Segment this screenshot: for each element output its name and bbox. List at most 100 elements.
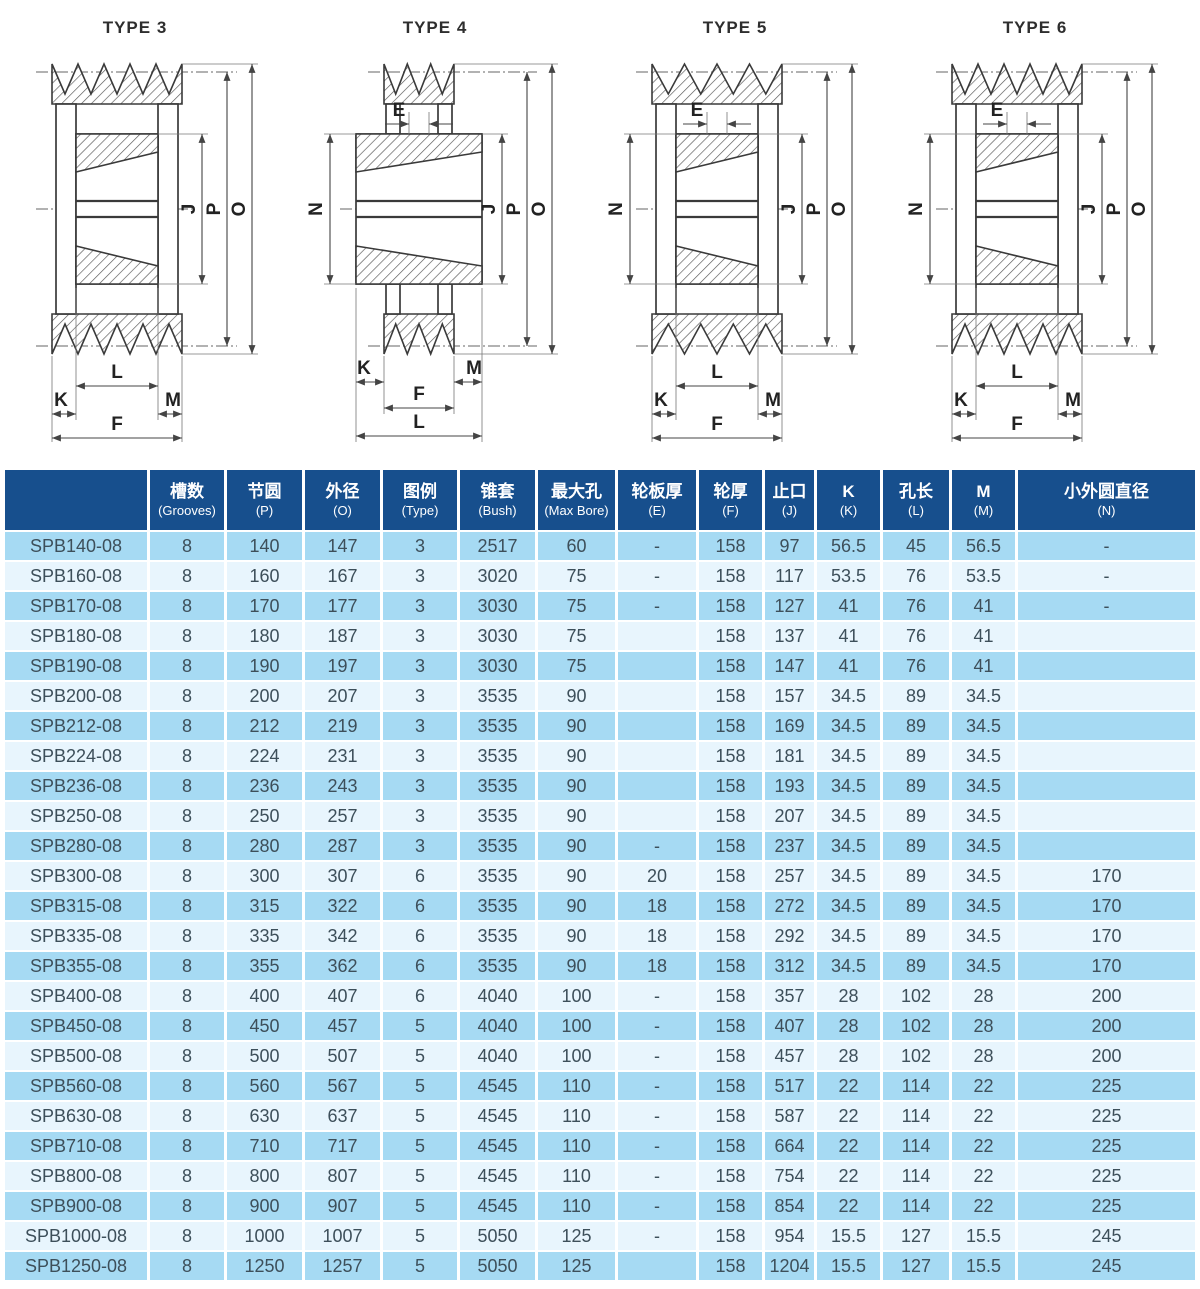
value-cell: 89 [883, 802, 949, 830]
value-cell: 4040 [460, 1012, 535, 1040]
value-cell: 6 [383, 892, 457, 920]
value-cell: 5 [383, 1252, 457, 1280]
value-cell: 257 [765, 862, 814, 890]
header-pitch-p: 节圆 (P) [227, 470, 302, 530]
value-cell: 5 [383, 1072, 457, 1100]
value-cell: 200 [227, 682, 302, 710]
value-cell: 362 [305, 952, 380, 980]
model-cell: SPB500-08 [5, 1042, 147, 1070]
value-cell: 3535 [460, 772, 535, 800]
value-cell: 4040 [460, 1042, 535, 1070]
value-cell: 89 [883, 772, 949, 800]
value-cell: 158 [699, 772, 762, 800]
value-cell: 89 [883, 862, 949, 890]
value-cell: 517 [765, 1072, 814, 1100]
svg-text:P: P [804, 202, 825, 215]
model-cell: SPB1000-08 [5, 1222, 147, 1250]
spec-table: 槽数 (Grooves) 节圆 (P) 外径 (O) 图例 (Type) 锥套 (Bush… [2, 468, 1198, 1282]
value-cell [1018, 742, 1195, 770]
value-cell: 41 [952, 592, 1015, 620]
model-cell: SPB400-08 [5, 982, 147, 1010]
value-cell: 225 [1018, 1192, 1195, 1220]
value-cell: - [618, 1072, 696, 1100]
svg-text:K: K [357, 358, 371, 379]
value-cell: 158 [699, 712, 762, 740]
value-cell [618, 712, 696, 740]
header-m: M (M) [952, 470, 1015, 530]
value-cell: 76 [883, 622, 949, 650]
value-cell: 560 [227, 1072, 302, 1100]
value-cell: - [618, 1012, 696, 1040]
value-cell: 630 [227, 1102, 302, 1130]
value-cell: 457 [765, 1042, 814, 1070]
value-cell: 710 [227, 1132, 302, 1160]
table-row: SPB315-08 8 315 322 6 3535 90 18 158 272 34.5 89 34.… [5, 892, 1195, 920]
value-cell: 22 [952, 1072, 1015, 1100]
model-cell: SPB335-08 [5, 922, 147, 950]
value-cell: 28 [817, 1012, 880, 1040]
model-cell: SPB1250-08 [5, 1252, 147, 1280]
value-cell: 5050 [460, 1252, 535, 1280]
value-cell: 322 [305, 892, 380, 920]
value-cell: 158 [699, 1072, 762, 1100]
value-cell: 89 [883, 922, 949, 950]
value-cell: 224 [227, 742, 302, 770]
value-cell: 34.5 [952, 922, 1015, 950]
svg-text:P: P [1104, 202, 1125, 215]
value-cell: 110 [538, 1132, 615, 1160]
value-cell: 76 [883, 592, 949, 620]
value-cell: 90 [538, 892, 615, 920]
value-cell: 280 [227, 832, 302, 860]
value-cell: 315 [227, 892, 302, 920]
value-cell: 22 [817, 1072, 880, 1100]
value-cell: 200 [1018, 982, 1195, 1010]
value-cell: 22 [817, 1192, 880, 1220]
value-cell: 15.5 [952, 1252, 1015, 1280]
value-cell: 1204 [765, 1252, 814, 1280]
value-cell: 137 [765, 622, 814, 650]
table-row: SPB170-08 8 170 177 3 3030 75-158 127 41 76 41- [5, 592, 1195, 620]
value-cell: 34.5 [817, 742, 880, 770]
value-cell: 89 [883, 952, 949, 980]
value-cell: 157 [765, 682, 814, 710]
value-cell: 225 [1018, 1132, 1195, 1160]
svg-text:O: O [229, 202, 250, 217]
value-cell: 8 [150, 682, 224, 710]
value-cell: 5 [383, 1222, 457, 1250]
value-cell: 158 [699, 922, 762, 950]
value-cell: 800 [227, 1162, 302, 1190]
value-cell: 90 [538, 802, 615, 830]
value-cell: 22 [817, 1132, 880, 1160]
value-cell: - [1018, 562, 1195, 590]
value-cell: 114 [883, 1162, 949, 1190]
value-cell: 312 [765, 952, 814, 980]
value-cell: 158 [699, 1102, 762, 1130]
value-cell: 158 [699, 892, 762, 920]
value-cell: - [1018, 592, 1195, 620]
value-cell [618, 802, 696, 830]
value-cell: 4545 [460, 1072, 535, 1100]
value-cell: - [618, 1162, 696, 1190]
value-cell: 8 [150, 1012, 224, 1040]
value-cell: 56.5 [817, 532, 880, 560]
value-cell: 200 [1018, 1012, 1195, 1040]
value-cell [618, 682, 696, 710]
value-cell: 190 [227, 652, 302, 680]
value-cell: 125 [538, 1222, 615, 1250]
value-cell: 90 [538, 952, 615, 980]
value-cell: 34.5 [817, 712, 880, 740]
value-cell: 45 [883, 532, 949, 560]
value-cell: 18 [618, 922, 696, 950]
value-cell: 100 [538, 982, 615, 1010]
value-cell: 900 [227, 1192, 302, 1220]
value-cell: 8 [150, 922, 224, 950]
svg-text:O: O [1129, 202, 1150, 217]
value-cell: 8 [150, 862, 224, 890]
value-cell: 187 [305, 622, 380, 650]
value-cell [1018, 682, 1195, 710]
model-cell: SPB236-08 [5, 772, 147, 800]
table-row: SPB710-08 8 710 717 5 4545 110-158 664 22 114 22 22… [5, 1132, 1195, 1160]
value-cell: 89 [883, 892, 949, 920]
value-cell: 567 [305, 1072, 380, 1100]
value-cell: 5 [383, 1132, 457, 1160]
